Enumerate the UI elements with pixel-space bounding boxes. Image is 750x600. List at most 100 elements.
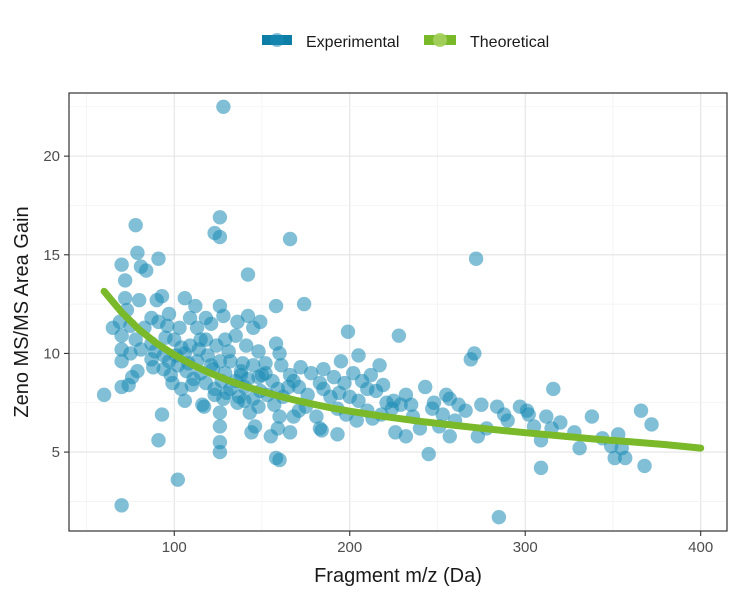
data-point: [282, 231, 298, 247]
data-point: [340, 324, 356, 339]
data-point: [296, 296, 312, 312]
data-point: [258, 356, 273, 371]
data-point: [242, 405, 257, 420]
data-point: [316, 362, 331, 377]
data-point: [607, 450, 622, 466]
data-point: [539, 409, 554, 424]
data-point: [117, 290, 133, 306]
data-point: [326, 369, 342, 385]
data-point: [572, 440, 587, 456]
data-point: [223, 354, 238, 369]
data-point: [165, 375, 180, 391]
data-point: [521, 407, 536, 422]
data-point: [121, 377, 136, 393]
y-tick-label: 5: [52, 444, 60, 461]
data-point: [139, 263, 154, 278]
data-point: [491, 509, 507, 525]
data-point: [546, 381, 561, 397]
data-point: [281, 379, 296, 395]
data-point: [333, 354, 349, 369]
data-point: [349, 413, 364, 428]
data-point: [463, 352, 479, 367]
data-point: [228, 328, 243, 343]
x-tick-label: 100: [162, 539, 187, 556]
y-axis-title: Zeno MS/MS Area Gain: [11, 206, 33, 417]
data-point: [314, 423, 329, 438]
data-point: [351, 348, 366, 363]
data-point: [114, 354, 129, 369]
data-point: [246, 358, 261, 373]
data-point: [533, 460, 549, 476]
data-point: [258, 365, 273, 381]
x-axis-title: Fragment m/z (Da): [314, 565, 482, 587]
data-point: [426, 395, 442, 410]
data-point: [291, 403, 307, 418]
data-point: [131, 292, 147, 308]
data-point: [391, 328, 407, 343]
data-point: [470, 429, 486, 444]
data-point: [300, 387, 315, 403]
data-point: [500, 413, 515, 428]
data-point: [633, 403, 649, 418]
data-point: [417, 379, 433, 395]
data-point: [133, 342, 149, 357]
data-point: [421, 446, 436, 462]
data-point: [403, 397, 419, 412]
data-point: [268, 298, 284, 314]
data-point: [240, 308, 256, 324]
data-point: [237, 393, 252, 408]
x-tick-label: 400: [688, 539, 713, 556]
data-point: [212, 210, 228, 225]
data-point: [154, 407, 170, 422]
data-point: [360, 381, 375, 397]
data-point: [267, 397, 282, 412]
data-point: [96, 387, 112, 403]
data-point: [216, 391, 231, 407]
data-point: [435, 407, 450, 422]
data-point: [342, 389, 357, 405]
data-point: [189, 320, 205, 335]
data-point: [240, 267, 256, 282]
data-point: [170, 472, 185, 487]
data-point: [212, 444, 228, 460]
data-point: [172, 320, 187, 335]
data-point: [184, 377, 200, 393]
data-point: [230, 314, 245, 330]
data-point: [323, 389, 338, 405]
data-point: [272, 409, 287, 424]
data-point: [160, 318, 175, 334]
data-point: [193, 332, 208, 347]
data-point: [458, 403, 473, 418]
data-point: [442, 429, 457, 444]
data-point: [293, 360, 308, 375]
data-point: [114, 257, 129, 272]
data-point: [468, 251, 484, 266]
data-point: [196, 399, 212, 414]
data-point: [130, 245, 145, 261]
data-point: [244, 425, 259, 440]
data-point: [212, 405, 228, 420]
data-point: [330, 427, 345, 442]
data-point: [379, 395, 394, 410]
data-point: [151, 251, 166, 266]
data-point: [188, 298, 203, 314]
data-point: [128, 217, 143, 233]
data-point: [474, 397, 489, 412]
data-point: [303, 365, 319, 381]
data-point: [212, 229, 228, 245]
data-point: [309, 409, 324, 424]
plot-area: [68, 92, 728, 532]
y-tick-label: 20: [43, 148, 60, 165]
data-point: [246, 320, 261, 335]
data-point: [174, 340, 189, 355]
data-point: [151, 433, 166, 448]
data-point: [584, 409, 600, 424]
data-point: [216, 99, 231, 115]
data-point: [203, 316, 219, 332]
data-point: [161, 306, 177, 322]
data-point: [212, 419, 228, 434]
data-point: [117, 273, 133, 288]
data-point: [553, 415, 568, 430]
axes: 100 200 300 400 5 10 15 20: [43, 148, 713, 556]
